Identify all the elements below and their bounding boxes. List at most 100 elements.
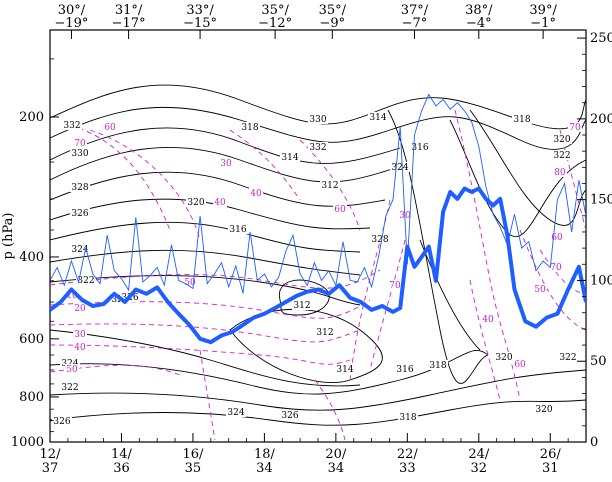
rh-contour-label: 80: [554, 168, 566, 178]
theta-contour-label: 316: [396, 365, 413, 375]
theta-contour-label: 324: [71, 245, 88, 255]
top-axis: 30°/−19°31°/−17°33°/−15°35°/−12°35°/−9°3…: [54, 3, 557, 39]
rh-contour-label: 30: [74, 330, 86, 340]
theta-label-bg: [320, 180, 340, 190]
theta-contour-label: 318: [241, 123, 258, 133]
rh-contour-label: 30: [220, 159, 232, 169]
theta-label-bg: [390, 162, 410, 172]
top-tick-sublabel: −4°: [466, 16, 492, 31]
theta-label-bg: [70, 182, 90, 192]
theta-label-bg: [368, 112, 388, 122]
theta-label-bg: [226, 407, 246, 417]
top-tick-label: 30°/: [58, 3, 86, 18]
theta-contour-label: 324: [227, 408, 244, 418]
rh-contour-label: 70: [569, 123, 581, 133]
theta-label-bg: [558, 352, 578, 362]
top-tick-label: 33°/: [186, 3, 214, 18]
y-tick-label: 600: [19, 332, 44, 347]
top-tick-sublabel: −1°: [530, 16, 556, 31]
theta-label-bg: [60, 358, 80, 368]
theta-label-bg: [494, 352, 514, 362]
rh-contour-label: 60: [551, 233, 563, 243]
top-tick-label: 31°/: [115, 3, 143, 18]
rh-label-bg: [73, 329, 87, 339]
theta-label-bg: [76, 275, 96, 285]
rh-label-bg: [73, 138, 87, 148]
top-tick-sublabel: −15°: [183, 16, 217, 31]
top-tick-sublabel: −17°: [112, 16, 146, 31]
theta-contour-label: 332: [63, 121, 80, 131]
rh-label-bg: [533, 284, 547, 294]
theta-contour-label: 312: [321, 181, 338, 191]
theta-contour-label: 314: [369, 113, 386, 123]
theta-contour-label: 312: [316, 328, 333, 338]
x-tick-sublabel: 34: [256, 461, 273, 476]
x-tick-sublabel: 36: [113, 461, 130, 476]
rh-label-bg: [249, 188, 263, 198]
theta-contour-label: 324: [391, 163, 408, 173]
rh-contour-label: 50: [534, 285, 546, 295]
theta-label-bg: [335, 364, 355, 374]
theta-label-bg: [308, 142, 328, 152]
theta-contour-label: 322: [559, 353, 576, 363]
theta-label-bg: [280, 152, 300, 162]
theta-contour-label: 318: [429, 361, 446, 371]
y-tick-label: 1000: [11, 435, 44, 450]
theta-contours: [50, 84, 586, 426]
x-tick-label: 16/: [182, 447, 204, 462]
right-axis: 0 50 100 150 200 250: [577, 31, 612, 450]
rh-label-bg: [549, 262, 563, 272]
top-tick-sublabel: −12°: [258, 16, 292, 31]
top-tick-sublabel: −9°: [319, 16, 345, 31]
theta-contour-label: 312: [293, 301, 310, 311]
theta-label-bg: [292, 300, 312, 310]
rh-label-bg: [553, 167, 567, 177]
left-axis: 200 400 600 800 1000: [11, 58, 59, 450]
theta-contour-label: 328: [371, 235, 388, 245]
y2-tick-label: 150: [590, 193, 612, 208]
theta-label-bg: [398, 412, 418, 422]
x-tick-label: 20/: [325, 447, 347, 462]
theta-contour-label: 316: [229, 225, 246, 235]
theta-contour-label: 314: [281, 153, 298, 163]
theta-label-bg: [70, 244, 90, 254]
rh-label-bg: [481, 314, 495, 324]
y-tick-label: 200: [19, 110, 44, 125]
rh-label-bg: [568, 122, 582, 132]
x-tick-label: 18/: [254, 447, 276, 462]
rh-label-bg: [219, 158, 233, 168]
theta-contour-label: 326: [53, 417, 70, 427]
theta-contour-label: 320: [535, 405, 552, 415]
x-tick-sublabel: 34: [328, 461, 345, 476]
theta-label-bg: [240, 122, 260, 132]
y2-tick-label: 0: [590, 435, 598, 450]
theta-label-bg: [395, 364, 415, 374]
top-tick-label: 35°/: [319, 3, 347, 18]
rh-label-bg: [183, 277, 197, 287]
theta-label-bg: [308, 114, 328, 124]
rh-label-bg: [513, 359, 527, 369]
x-tick-sublabel: 31: [542, 461, 559, 476]
x-tick-label: 24/: [468, 447, 490, 462]
rh-contour-label: 40: [250, 189, 262, 199]
theta-label-bg: [52, 416, 72, 426]
rh-contour-label: 40: [482, 315, 494, 325]
theta-label-bg: [70, 208, 90, 218]
theta-contour-label: 332: [309, 143, 326, 153]
rh-label-bg: [65, 364, 79, 374]
theta-contour-label: 316: [411, 143, 428, 153]
rh-label-bg: [73, 342, 87, 352]
rh-contour-label: 60: [514, 360, 526, 370]
theta-label-bg: [228, 224, 248, 234]
theta-contour-label: 326: [281, 411, 298, 421]
rh-contour-label: 70: [74, 139, 86, 149]
theta-contour-label: 318: [513, 115, 530, 125]
theta-contour-label: 320: [187, 198, 204, 208]
theta-label-bg: [534, 404, 554, 414]
rh-label-bg: [333, 204, 347, 214]
rh-label-bg: [213, 197, 227, 207]
x-tick-sublabel: 33: [399, 461, 416, 476]
top-tick-label: 38°/: [465, 3, 493, 18]
